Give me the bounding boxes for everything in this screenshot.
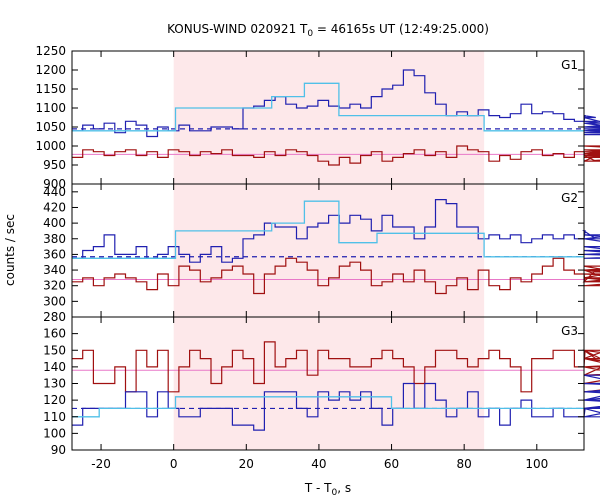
cyan-fit-steps xyxy=(72,396,584,418)
y-tick-label: 400 xyxy=(43,216,66,230)
y-tick-label: 1000 xyxy=(35,139,66,153)
x-tick-label: 0 xyxy=(170,457,178,471)
y-tick-label: 320 xyxy=(43,279,66,293)
red-histogram-series xyxy=(72,257,600,295)
y-tick-label: 100 xyxy=(43,426,66,440)
y-tick-label: 1200 xyxy=(35,63,66,77)
chart-title: KONUS-WIND 020921 T0 = 46165s UT (12:49:… xyxy=(167,22,489,39)
panel-label: G3 xyxy=(561,324,578,338)
y-tick-label: 160 xyxy=(43,327,66,341)
y-tick-label: 150 xyxy=(43,343,66,357)
shaded-interval xyxy=(173,184,485,317)
y-tick-label: 900 xyxy=(43,177,66,191)
red-histogram-series xyxy=(72,145,600,166)
x-tick-label: 60 xyxy=(384,457,399,471)
y-tick-label: 1100 xyxy=(35,101,66,115)
x-tick-label: 100 xyxy=(525,457,548,471)
x-axis-label: T - T0, s xyxy=(304,481,351,498)
y-tick-label: 90 xyxy=(51,443,66,457)
text-layer: KONUS-WIND 020921 T0 = 46165s UT (12:49:… xyxy=(3,22,578,498)
y-tick-label: 1250 xyxy=(35,44,66,58)
y-tick-label: 380 xyxy=(43,232,66,246)
panel-label: G1 xyxy=(561,58,578,72)
cyan-fit-steps xyxy=(72,82,584,132)
frame-layer xyxy=(71,50,585,451)
blue-histogram-series xyxy=(72,199,600,263)
y-tick-label: 1050 xyxy=(35,120,66,134)
x-tick-label: 40 xyxy=(311,457,326,471)
shade-layer xyxy=(173,51,485,450)
x-tick-label: -20 xyxy=(91,457,111,471)
y-tick-label: 280 xyxy=(43,310,66,324)
y-axis-label: counts / sec xyxy=(3,214,17,286)
y-tick-label: 360 xyxy=(43,247,66,261)
x-tick-label: 20 xyxy=(239,457,254,471)
y-tick-label: 340 xyxy=(43,263,66,277)
y-tick-label: 440 xyxy=(43,185,66,199)
y-tick-label: 300 xyxy=(43,294,66,308)
y-tick-label: 420 xyxy=(43,200,66,214)
y-tick-label: 1150 xyxy=(35,82,66,96)
red-histogram-series xyxy=(72,341,600,393)
y-tick-label: 110 xyxy=(43,410,66,424)
y-tick-label: 130 xyxy=(43,377,66,391)
blue-histogram-series xyxy=(72,374,600,431)
y-tick-label: 950 xyxy=(43,158,66,172)
data-layer xyxy=(72,69,600,431)
y-tick-label: 140 xyxy=(43,360,66,374)
cyan-fit-steps xyxy=(72,200,584,259)
panel-label: G2 xyxy=(561,191,578,205)
blue-histogram-series xyxy=(72,69,600,138)
x-tick-label: 80 xyxy=(457,457,472,471)
y-tick-label: 120 xyxy=(43,393,66,407)
